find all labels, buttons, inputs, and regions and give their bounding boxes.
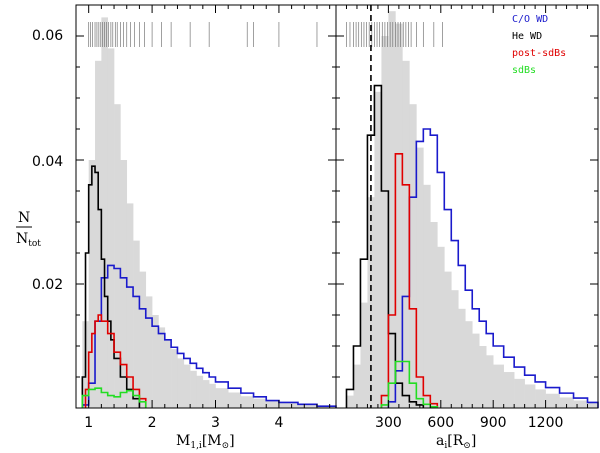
total-bar	[114, 104, 121, 408]
ylabel-denominator: Ntot	[16, 231, 41, 249]
total-bar	[190, 370, 197, 408]
total-bar	[524, 384, 536, 408]
total-bar	[346, 395, 354, 408]
x-tick-label: 4	[274, 415, 283, 431]
panel-frame	[335, 4, 599, 409]
total-bar	[101, 17, 109, 409]
ylabel-numerator: N	[18, 210, 30, 226]
x-axis-label-mass: M1,i[M⊙]	[176, 433, 235, 451]
total-bar	[196, 375, 204, 408]
x-tick-label: 3	[211, 415, 220, 431]
panel-separation: 300 600 900 1200	[335, 4, 599, 431]
total-bar	[164, 339, 172, 408]
series-he-wd	[345, 84, 425, 408]
total-bar	[353, 364, 361, 408]
total-bar	[278, 403, 299, 408]
total-bar	[107, 48, 115, 409]
total-bar	[228, 392, 242, 408]
total-bar	[316, 406, 337, 408]
total-bar	[430, 222, 438, 408]
y-axis-label: N Ntot	[16, 210, 41, 249]
x-tick-label: 1200	[528, 415, 564, 431]
total-bar	[423, 184, 431, 408]
total-bar	[158, 327, 166, 408]
total-bar	[437, 246, 445, 408]
legend-post-sdbs: post-sdBs	[512, 48, 566, 59]
total-bar	[514, 378, 525, 408]
total-bar	[458, 308, 466, 408]
total-bar	[493, 364, 504, 408]
total-bar	[126, 203, 134, 408]
total-bar	[486, 355, 494, 408]
total-bar	[367, 197, 375, 408]
total-bar	[360, 302, 368, 408]
series-c-o-wd	[81, 264, 337, 408]
panel-mass: 1 2 3 4	[75, 4, 337, 431]
total-bar	[171, 349, 178, 408]
x-tick-label: 2	[148, 415, 157, 431]
total-bar	[388, 11, 396, 408]
total-bar	[535, 389, 546, 408]
total-bar	[240, 396, 254, 408]
total-bar	[133, 240, 140, 408]
x-tick-label: 900	[480, 415, 507, 431]
x-tick-label: 600	[427, 415, 454, 431]
total-bar	[559, 397, 574, 408]
total-bar	[152, 315, 159, 408]
legend-he-wd: He WD	[512, 31, 542, 42]
xlabel-mass: M1,i[M⊙]	[176, 433, 235, 451]
total-bar	[545, 393, 560, 408]
total-bar	[573, 400, 588, 408]
series-post-sdbs	[380, 153, 439, 408]
total-bar	[297, 404, 318, 408]
total-bar	[253, 398, 267, 408]
total-bar	[266, 401, 280, 408]
total-bar	[177, 358, 185, 408]
total-bar	[465, 321, 473, 408]
x-axis-label-separation: ai[R⊙]	[436, 433, 476, 451]
total-bar	[183, 364, 191, 408]
series-c-o-wd	[387, 128, 599, 408]
total-bar	[451, 290, 459, 408]
total-bar	[472, 333, 480, 408]
total-bar	[202, 380, 210, 408]
y-tick-labels: 0.06 0.04 0.02	[32, 28, 63, 293]
x-tick-label: 300	[375, 415, 402, 431]
total-bar	[209, 383, 216, 408]
y-tick-label-0.06: 0.06	[32, 28, 63, 44]
total-bar	[409, 104, 417, 408]
series-post-sdbs	[84, 314, 147, 408]
total-bar	[120, 160, 128, 408]
y-tick-label-0.04: 0.04	[32, 154, 63, 170]
total-bar	[416, 147, 424, 408]
total-bar	[587, 403, 599, 408]
total-bar	[145, 296, 153, 408]
xlabel-separation: ai[R⊙]	[436, 433, 476, 451]
total-bar	[479, 346, 487, 408]
y-tick-label-0.02: 0.02	[32, 277, 63, 293]
total-bar	[88, 160, 96, 408]
series-he-wd	[81, 165, 141, 408]
total-bar	[395, 23, 403, 408]
total-bar	[503, 372, 515, 408]
x-tick-label: 1	[84, 415, 93, 431]
total-bar	[374, 91, 382, 409]
total-bar	[95, 60, 102, 409]
legend-sdbs: sdBs	[512, 65, 536, 76]
total-bar	[444, 271, 452, 408]
total-bar	[381, 36, 389, 408]
legend-co-wd: C/O WD	[512, 14, 548, 25]
series-sdbs	[81, 387, 147, 408]
total-bar	[139, 271, 147, 408]
total-bar	[402, 60, 410, 409]
legend: C/O WD He WD post-sdBs sdBs	[512, 14, 566, 76]
total-bar	[215, 388, 229, 408]
